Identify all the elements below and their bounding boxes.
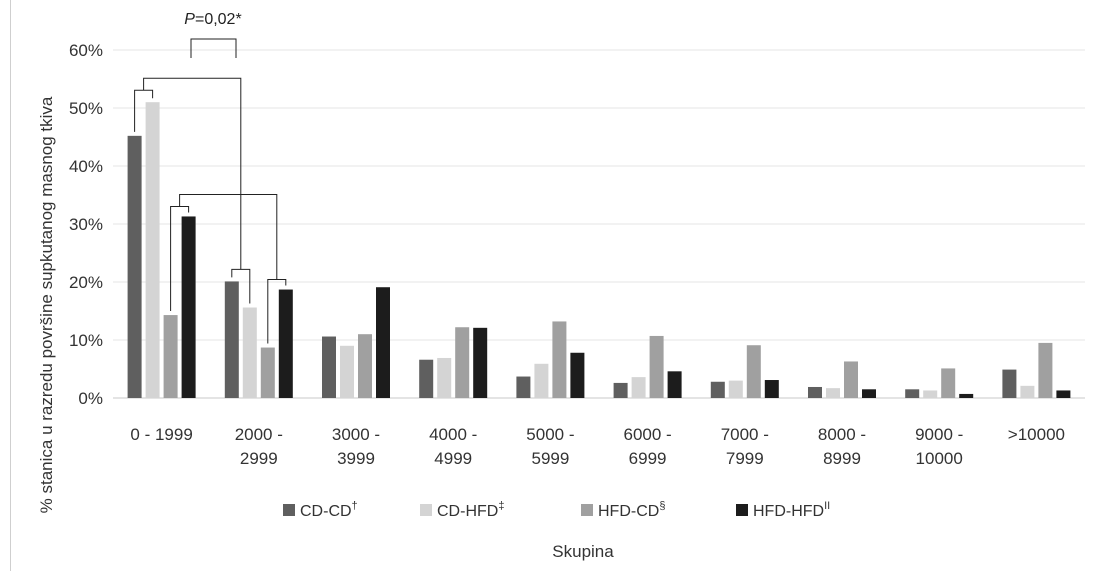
bar-cd-hfd	[923, 390, 938, 398]
bar-cd-hfd	[145, 102, 160, 398]
chart-frame	[10, 0, 1095, 571]
bar-hfd-cd	[649, 335, 664, 398]
legend-item-cd-hfd: CD-HFD‡	[420, 500, 504, 520]
legend-swatch	[581, 504, 593, 516]
x-axis-title: Skupina	[552, 542, 614, 561]
legend: CD-CD† CD-HFD‡ HFD-CD§ HFD-HFDII	[283, 500, 830, 520]
y-tick-label: 60%	[69, 41, 103, 60]
bar-hfd-hfd	[570, 352, 585, 398]
legend-label: CD-HFD‡	[437, 500, 504, 520]
bar-cd-cd	[224, 281, 239, 398]
bar-hfd-hfd	[181, 216, 196, 398]
significance-brackets	[134, 38, 287, 344]
y-tick-label: 10%	[69, 331, 103, 350]
bar-cd-hfd	[826, 388, 840, 398]
x-axis-ticks: 0 - 1999 2000 -2999 3000 -3999 4000 -4999 50…	[130, 425, 1065, 468]
bar-hfd-hfd	[862, 389, 876, 398]
significance-bracket	[143, 77, 242, 270]
legend-swatch	[283, 504, 295, 516]
significance-bracket	[190, 38, 237, 58]
bar-hfd-hfd	[1056, 390, 1071, 398]
bar-hfd-cd	[455, 327, 470, 398]
bar-hfd-hfd	[764, 380, 779, 398]
x-tick-label: 4000 -4999	[429, 425, 477, 468]
bar-hfd-cd	[1038, 342, 1053, 398]
bar-cd-hfd	[728, 380, 743, 398]
bar-cd-cd	[613, 382, 628, 398]
legend-swatch	[736, 504, 748, 516]
y-tick-label: 50%	[69, 99, 103, 118]
legend-label: HFD-HFDII	[753, 500, 830, 520]
p-value-text: =0,02*	[195, 11, 242, 28]
x-tick-label: 5000 -5999	[526, 425, 574, 468]
bar-hfd-hfd	[376, 287, 390, 398]
x-tick-label: 3000 -3999	[332, 425, 380, 468]
bar-hfd-cd	[746, 345, 761, 398]
y-tick-label: 30%	[69, 215, 103, 234]
bar-cd-hfd	[242, 307, 257, 398]
bar-cd-hfd	[631, 377, 646, 398]
legend-label: HFD-CD§	[598, 500, 665, 520]
bar-hfd-cd	[260, 347, 275, 398]
legend-item-cd-cd: CD-CD†	[283, 500, 358, 520]
bar-cd-cd	[1002, 369, 1017, 398]
x-tick-label: 7000 -7999	[721, 425, 769, 468]
bar-cd-cd	[710, 381, 725, 398]
bar-hfd-hfd	[278, 289, 293, 398]
bar-cd-cd	[516, 376, 531, 398]
y-axis-ticks: 0% 10% 20% 30% 40% 50% 60%	[69, 41, 103, 408]
y-tick-label: 0%	[78, 389, 103, 408]
legend-label: CD-CD†	[300, 500, 358, 520]
bar-hfd-cd	[358, 334, 372, 398]
bar-hfd-cd	[163, 315, 178, 398]
bar-cd-hfd	[1020, 385, 1035, 398]
bar-hfd-cd	[941, 368, 956, 398]
x-tick-label: >10000	[1008, 425, 1065, 444]
significance-bracket	[179, 193, 278, 280]
bar-cd-cd	[808, 386, 822, 398]
bar-cd-hfd	[340, 345, 354, 398]
legend-swatch	[420, 504, 432, 516]
bar-hfd-cd	[552, 321, 567, 398]
x-tick-label: 8000 -8999	[818, 425, 866, 468]
bar-cd-cd	[419, 359, 434, 398]
bar-cd-cd	[322, 336, 336, 398]
legend-item-hfd-cd: HFD-CD§	[581, 500, 665, 520]
bar-hfd-hfd	[667, 371, 682, 398]
legend-item-hfd-hfd: HFD-HFDII	[736, 500, 830, 520]
bar-cd-hfd	[437, 357, 452, 398]
x-tick-label: 0 - 1999	[130, 425, 192, 444]
bar-hfd-cd	[844, 361, 858, 398]
bar-cd-cd	[127, 135, 142, 398]
y-axis-title: % stanica u razredu površine supkutanog …	[37, 96, 56, 513]
bar-hfd-hfd	[473, 327, 488, 398]
x-tick-label: 9000 -10000	[915, 425, 963, 468]
bars	[127, 102, 1071, 398]
p-value-symbol: P	[184, 11, 195, 28]
y-tick-label: 40%	[69, 157, 103, 176]
x-tick-label: 2000 -2999	[235, 425, 283, 468]
x-tick-label: 6000 -6999	[623, 425, 671, 468]
bar-hfd-hfd	[959, 393, 974, 398]
bar-cd-hfd	[534, 363, 549, 398]
y-tick-label: 20%	[69, 273, 103, 292]
gridlines	[113, 49, 1085, 399]
bar-cd-cd	[905, 389, 920, 398]
p-value-annotation: P=0,02*	[184, 11, 241, 28]
